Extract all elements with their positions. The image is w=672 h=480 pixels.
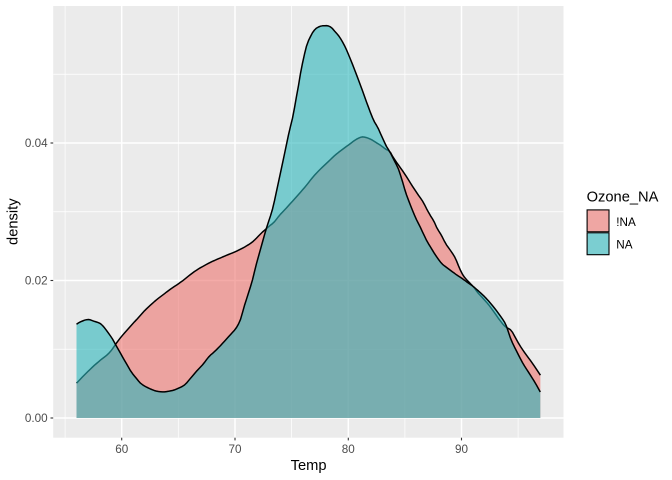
svg-text:density: density <box>6 198 22 245</box>
svg-text:60: 60 <box>115 443 129 456</box>
svg-text:0.02: 0.02 <box>25 275 48 288</box>
svg-text:0.04: 0.04 <box>25 137 48 150</box>
svg-text:Temp: Temp <box>291 458 327 474</box>
svg-text:NA: NA <box>616 239 632 252</box>
svg-text:Ozone_NA: Ozone_NA <box>587 190 659 206</box>
svg-text:80: 80 <box>342 443 356 456</box>
svg-text:70: 70 <box>228 443 242 456</box>
svg-text:0.00: 0.00 <box>25 412 48 425</box>
svg-text:!NA: !NA <box>616 216 636 229</box>
svg-text:90: 90 <box>455 443 469 456</box>
